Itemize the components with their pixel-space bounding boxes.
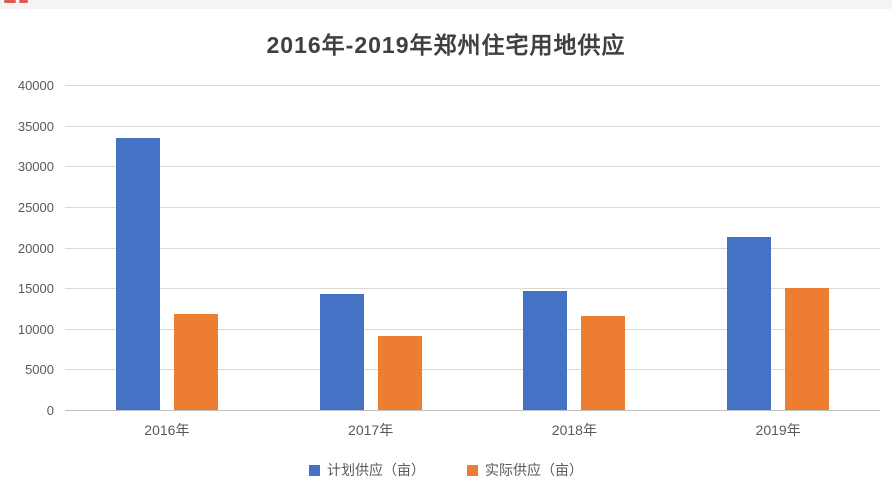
bar-actual-2016年 [173,314,218,410]
chart-plot-area [65,85,880,411]
legend-label: 计划供应（亩） [327,462,425,478]
gridline [65,85,880,86]
legend-swatch-actual [467,464,478,476]
y-tick-label: 20000 [17,240,54,256]
red-mark-left [4,0,16,3]
y-tick-label: 40000 [17,78,54,93]
x-axis-line [65,410,880,411]
bar-planned-2019年 [727,236,772,410]
chart-legend: 计划供应（亩） 实际供应（亩） [0,460,892,480]
x-tick-label: 2019年 [755,422,801,438]
y-tick-label: 10000 [17,321,54,337]
y-tick-label: 25000 [17,199,54,215]
bar-planned-2018年 [523,291,568,410]
top-strip [0,0,892,9]
y-tick-label: 35000 [17,118,54,134]
gridline [65,288,880,290]
gridline [65,166,880,168]
bar-actual-2019年 [785,288,830,410]
chart-title: 2016年-2019年郑州住宅用地供应 [266,32,626,58]
legend-item-actual: 实际供应（亩） [467,460,583,480]
red-mark-right [19,0,28,3]
x-tick-label: 2017年 [348,422,394,438]
gridline [65,247,880,249]
gridline [65,369,880,371]
bar-actual-2017年 [377,336,422,410]
y-tick-label: 15000 [17,281,54,297]
legend-swatch-planned [309,464,320,476]
bar-planned-2017年 [319,293,364,410]
gridline [65,125,880,127]
x-tick-label: 2016年 [144,422,190,438]
x-tick-label: 2018年 [551,422,597,438]
gridline [65,206,880,208]
legend-item-planned: 计划供应（亩） [309,460,425,480]
y-tick-label: 5000 [25,362,54,378]
gridline [65,328,880,330]
y-tick-label: 30000 [17,159,54,175]
bar-planned-2016年 [115,137,160,410]
legend-label: 实际供应（亩） [485,462,583,478]
bar-actual-2018年 [581,315,626,410]
y-tick-label: 0 [46,403,54,418]
